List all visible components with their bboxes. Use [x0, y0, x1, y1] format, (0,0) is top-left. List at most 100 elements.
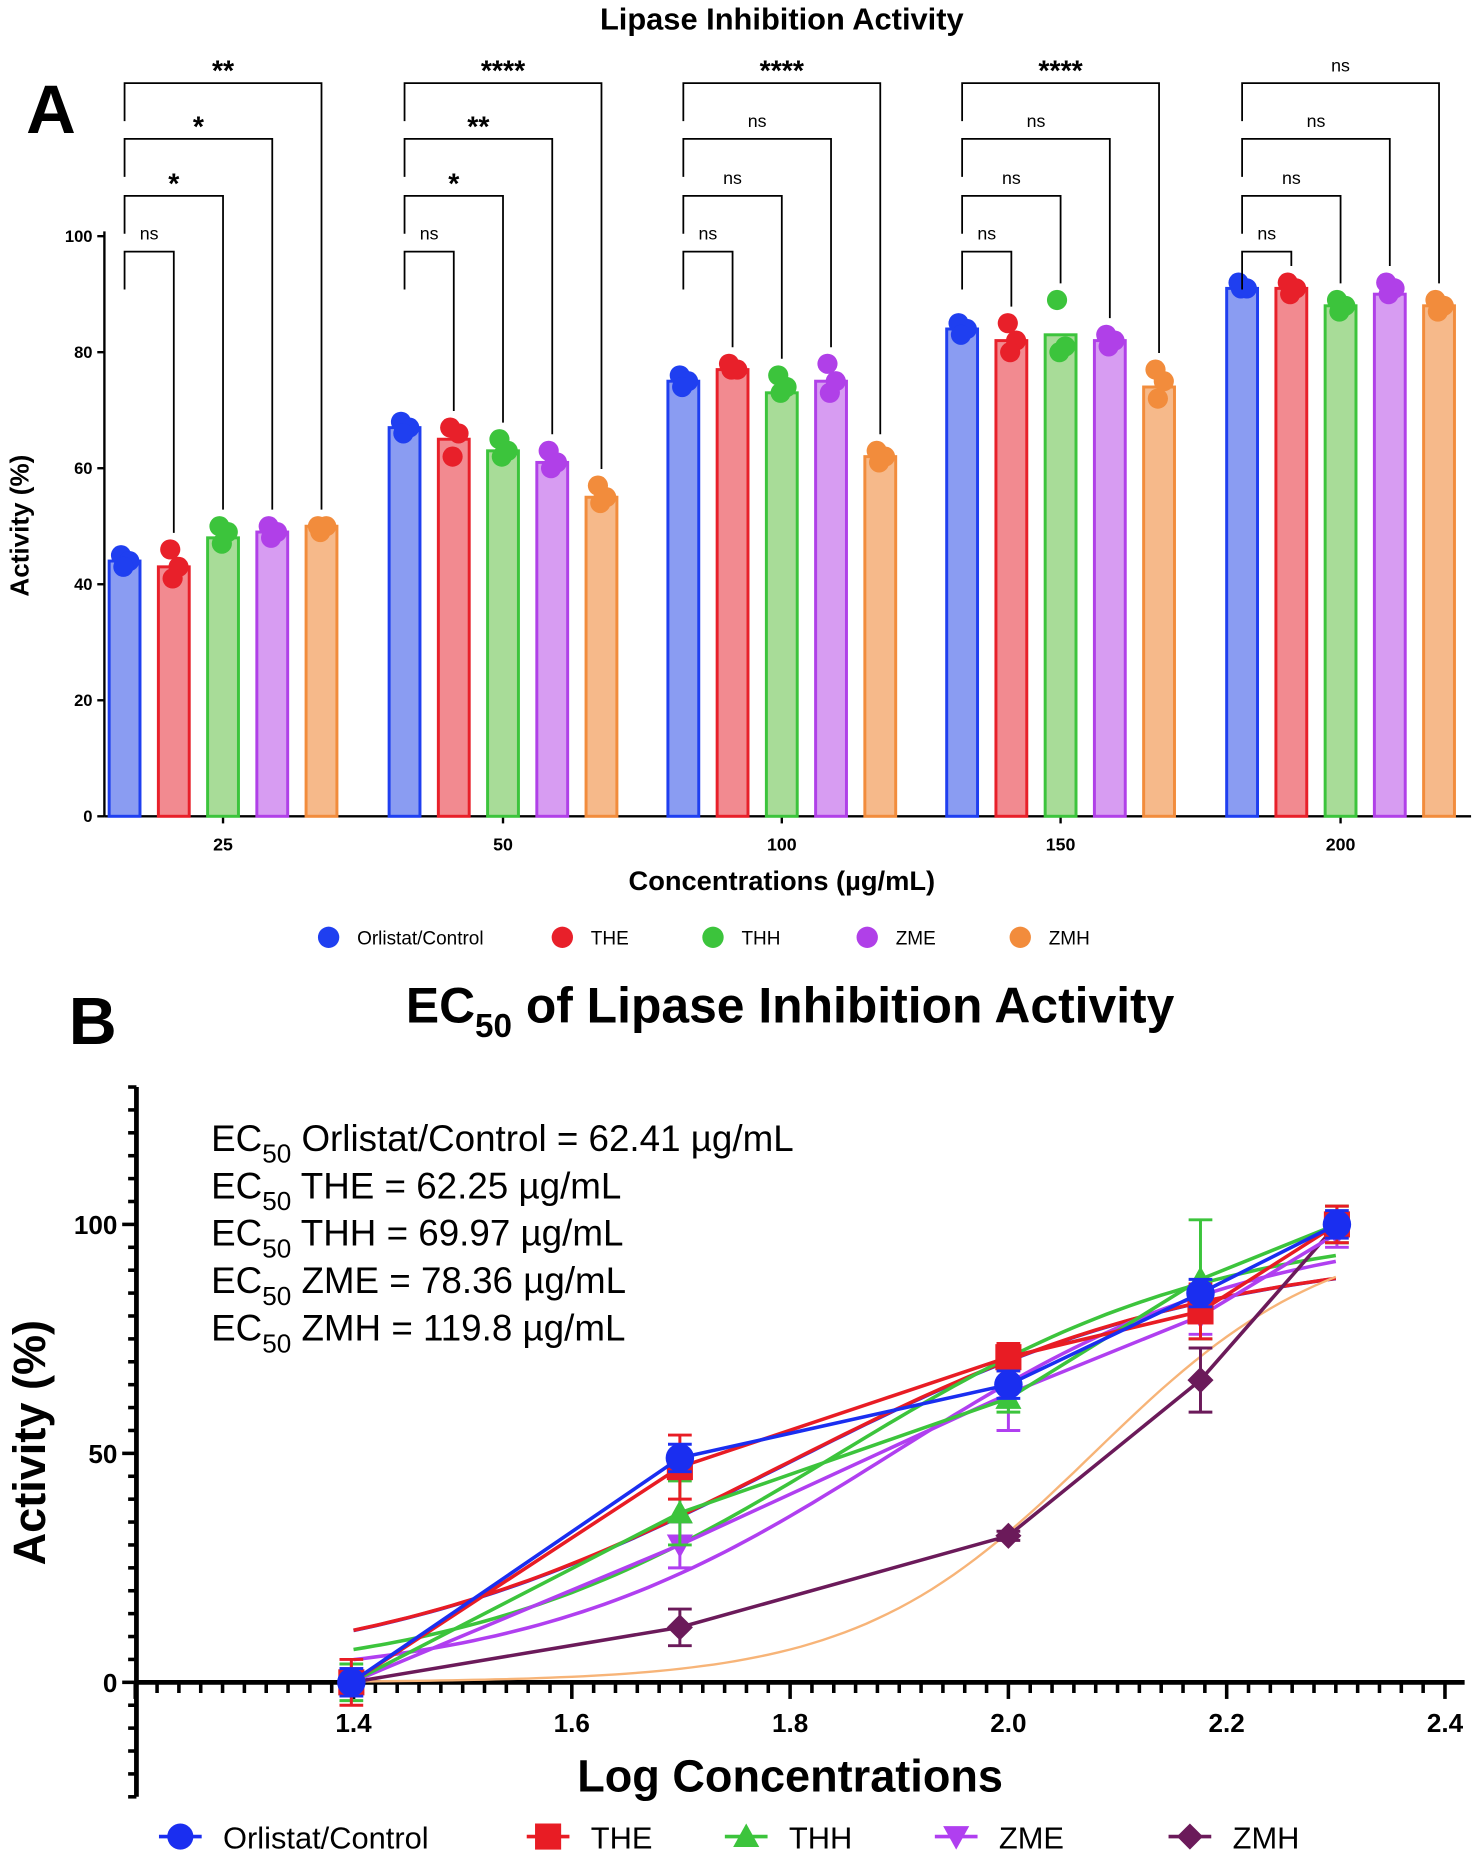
panel-a: Lipase Inhibition Activity A Concentrati…	[4, 2, 1472, 949]
x-tick-label: 25	[213, 835, 233, 855]
bar-thh	[1043, 333, 1078, 818]
data-point	[540, 458, 562, 479]
panel-b: B EC50 of Lipase Inhibition Activity Log…	[4, 978, 1465, 1855]
data-point-marker	[995, 1522, 1022, 1549]
bar-the	[156, 565, 191, 818]
legend-marker	[702, 926, 724, 948]
x-tick-label: 2.4	[1427, 1708, 1464, 1738]
bar-zmh	[863, 455, 898, 818]
data-point-marker	[1322, 1210, 1352, 1239]
y-tick-label: 80	[74, 343, 92, 362]
bar-zmh	[1142, 385, 1176, 818]
panel-a-xlabel: Concentrations (µg/mL)	[629, 865, 936, 896]
ec50-subscript: 50	[262, 1234, 291, 1264]
data-point	[162, 568, 183, 589]
ec50-annotation: EC50 THE = 62.25 µg/mL	[211, 1165, 621, 1216]
y-tick-label: 100	[74, 1210, 118, 1240]
panel-a-title: Lipase Inhibition Activity	[600, 2, 964, 37]
fit-curve	[353, 1276, 1337, 1632]
legend-marker	[733, 1823, 760, 1847]
legend-marker	[167, 1823, 194, 1850]
y-tick-label: 0	[103, 1668, 118, 1698]
significance-bracket	[682, 250, 734, 348]
data-point	[868, 452, 890, 473]
significance-label: ns	[977, 224, 996, 244]
bar-zmh	[1422, 304, 1456, 818]
legend-label: ZMH	[1049, 928, 1090, 949]
legend-marker	[535, 1823, 562, 1850]
data-point	[1230, 278, 1252, 299]
significance-label: *	[448, 168, 460, 200]
ec50-subscript: 50	[262, 1186, 291, 1216]
significance-bracket	[961, 194, 1062, 284]
significance-bracket	[123, 194, 224, 510]
significance-bracket	[123, 82, 323, 510]
y-tick-label: 20	[74, 691, 92, 710]
data-point	[1147, 388, 1168, 409]
panel-b-ylabel: Activity (%)	[4, 1320, 55, 1565]
significance-label: *	[168, 168, 180, 200]
x-tick-label: 100	[767, 835, 797, 855]
ec50-text: THE = 62.25 µg/mL	[291, 1165, 621, 1206]
significance-bracket	[961, 250, 1013, 307]
significance-label: ns	[140, 224, 159, 244]
bar-the	[715, 368, 750, 818]
significance-label: **	[467, 112, 490, 144]
panel-b-title: EC50 of Lipase Inhibition Activity	[406, 978, 1175, 1045]
data-point-marker	[665, 1443, 695, 1473]
significance-bracket	[1241, 82, 1440, 284]
data-point	[1153, 371, 1174, 392]
bar-thh	[1323, 304, 1358, 818]
fit-curve	[353, 1275, 1337, 1683]
ec50-prefix: EC	[211, 1260, 262, 1301]
bar-zme	[255, 530, 290, 818]
bar-zmh	[304, 524, 339, 818]
significance-label: ns	[1257, 224, 1276, 244]
significance-bracket	[123, 138, 274, 510]
data-point	[442, 446, 463, 467]
significance-label: **	[212, 56, 235, 88]
ec50-text: THH = 69.97 µg/mL	[291, 1213, 623, 1254]
data-point	[819, 382, 840, 403]
bar-thh	[486, 449, 520, 818]
significance-bracket	[1241, 138, 1391, 266]
data-point	[1046, 289, 1068, 311]
bar-orlistat-control	[945, 327, 980, 818]
significance-label: ****	[1038, 56, 1083, 88]
ec50-annotation: EC50 ZMH = 119.8 µg/mL	[211, 1308, 625, 1359]
legend-label: THE	[591, 1820, 653, 1855]
significance-bracket	[961, 138, 1111, 319]
legend-marker	[551, 926, 574, 948]
significance-label: ns	[1307, 111, 1326, 131]
data-point	[950, 324, 972, 345]
data-point	[997, 313, 1018, 334]
significance-bracket	[123, 250, 175, 533]
legend-marker	[317, 926, 340, 948]
ec50-prefix: EC	[211, 1165, 262, 1206]
legend-label: ZME	[896, 928, 936, 949]
bar-thh	[764, 391, 799, 818]
y-tick-label: 100	[65, 227, 93, 246]
data-point	[721, 359, 742, 380]
x-tick-label: 2.0	[990, 1708, 1026, 1738]
data-point	[491, 446, 512, 467]
data-point	[448, 423, 469, 444]
data-point-marker	[1187, 1367, 1214, 1394]
title-prefix: EC	[406, 978, 475, 1034]
legend-label: Orlistat/Control	[223, 1820, 429, 1855]
significance-label: ns	[1002, 168, 1021, 188]
ec50-subscript: 50	[262, 1329, 291, 1359]
legend-marker	[1009, 926, 1031, 948]
ec50-annotation: EC50 ZME = 78.36 µg/mL	[211, 1260, 626, 1311]
significance-bracket	[1241, 250, 1293, 290]
significance-label: ****	[760, 56, 805, 88]
significance-bracket	[403, 82, 603, 470]
significance-label: ns	[748, 111, 767, 131]
legend-label: THH	[741, 928, 780, 949]
data-point	[770, 382, 791, 403]
significance-bracket	[1241, 194, 1342, 284]
data-point-marker	[337, 1668, 366, 1697]
x-tick-label: 1.6	[554, 1708, 590, 1738]
ec50-annotation: EC50 Orlistat/Control = 62.41 µg/mL	[211, 1118, 794, 1169]
x-tick-label: 200	[1326, 835, 1356, 855]
